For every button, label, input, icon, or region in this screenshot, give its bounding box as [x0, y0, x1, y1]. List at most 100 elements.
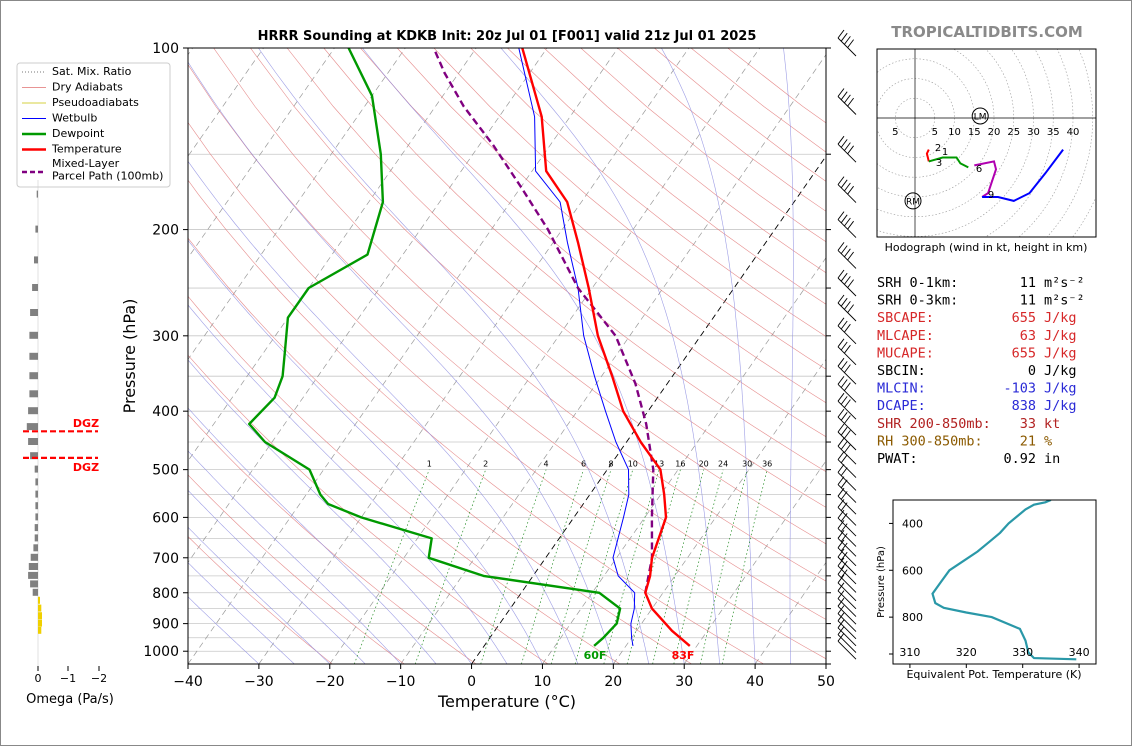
index-label: PWAT: [877, 451, 918, 467]
barb-feather [844, 344, 851, 354]
isotherm-line [825, 663, 826, 664]
isotherm-line [471, 155, 826, 664]
index-value: -103 [1003, 381, 1036, 397]
isotherm-line [188, 48, 406, 360]
chart-title: HRRR Sounding at KDKB Init: 20z Jul 01 [… [258, 29, 757, 44]
y-tick-label: 700 [152, 551, 179, 567]
profile-dewpoint [248, 48, 622, 647]
theta-e-frame [892, 499, 1097, 665]
omega-bar [29, 390, 38, 398]
omega-xlabel: Omega (Pa/s) [26, 692, 114, 707]
moist-adiabat [500, 48, 720, 664]
barb-feather [840, 441, 848, 450]
profile-mixed-layer-parcel-path-100mb- [432, 48, 655, 594]
wind-barb [837, 539, 857, 567]
isotherm-line [754, 561, 826, 664]
mixing-ratio-line [480, 469, 547, 664]
y-tick-label: 300 [152, 329, 179, 345]
barb-feather [840, 361, 848, 370]
wind-barb [837, 376, 857, 403]
index-unit: kt [1044, 416, 1060, 432]
wind-barb [837, 509, 857, 537]
barb-feather [837, 269, 845, 279]
barb-feather [840, 379, 848, 388]
wind-barb [837, 423, 857, 451]
y-tick-label: 400 [152, 404, 179, 420]
index-unit: J/kg [1044, 345, 1077, 361]
mixing-ratio-label: 4 [544, 460, 549, 469]
x-tick-label: −40 [173, 674, 203, 690]
theta-x-tick-label: 340 [1069, 646, 1090, 659]
wind-barb [837, 520, 857, 547]
dry-adiabat [188, 64, 826, 620]
dry-adiabat [507, 48, 826, 305]
wind-barb [837, 619, 857, 647]
omega-bar [35, 513, 38, 521]
hodograph-height-label: 3 [936, 158, 942, 169]
barb-feather [837, 499, 845, 508]
barb-feather [844, 444, 851, 453]
wind-barb [837, 548, 857, 576]
x-tick-label: 40 [746, 674, 764, 690]
wind-barb [837, 29, 857, 57]
moist-adiabat [258, 48, 650, 664]
wind-barb [837, 487, 857, 515]
index-label: DCAPE: [877, 398, 926, 414]
wind-barb [837, 605, 857, 632]
isotherm-line [683, 460, 826, 664]
hodograph-ring-label: 10 [948, 127, 961, 138]
barb-feather [837, 29, 845, 39]
wind-barb [837, 612, 857, 640]
mixing-ratio-line [550, 469, 612, 664]
wind-barb [837, 574, 857, 602]
barb-feather [840, 426, 848, 436]
wind-barb [837, 211, 857, 238]
omega-bar [35, 225, 38, 233]
barb-feather [840, 560, 848, 570]
moist-adiabat [188, 562, 295, 664]
barb-feather [840, 454, 848, 464]
theta-x-tick-label: 330 [1012, 646, 1033, 659]
hodograph-height-label: 2 [935, 143, 941, 154]
omega-tick-label: 0 [35, 672, 42, 685]
mixing-ratio-line [626, 469, 681, 664]
hodograph-height-label: 1 [942, 147, 948, 158]
barb-feather [837, 451, 845, 460]
barb-staff [837, 565, 857, 585]
wind-barb [837, 557, 857, 585]
omega-bar [34, 534, 38, 542]
omega-bar [35, 490, 38, 498]
wind-barb [837, 530, 857, 557]
mixing-ratio-label: 16 [675, 460, 685, 469]
mixing-ratio-label: 10 [628, 460, 638, 469]
mixing-ratio-line [673, 469, 724, 664]
barb-feather [837, 582, 845, 592]
barb-feather [844, 382, 851, 391]
moist-adiabat [661, 48, 756, 664]
moist-adiabat [188, 489, 366, 664]
mixing-ratio-line [521, 469, 584, 664]
isotherm-line [400, 54, 826, 664]
dry-adiabat [286, 48, 826, 508]
theta-e-trace [931, 500, 1077, 661]
legend-item: Mixed-Layer [52, 157, 120, 170]
y-tick-label: 100 [152, 41, 179, 57]
theta-x-tick-label: 310 [899, 646, 920, 659]
legend-item: Sat. Mix. Ratio [52, 65, 132, 78]
barb-feather [837, 242, 845, 251]
omega-bar [38, 604, 42, 612]
mixing-ratio-line [603, 469, 660, 664]
wind-barb [837, 476, 857, 503]
moist-adiabat [188, 526, 331, 664]
left-mover-marker [971, 107, 989, 125]
barb-feather [847, 220, 854, 230]
y-tick-label: 600 [152, 510, 179, 526]
legend-item: Temperature [51, 143, 122, 156]
barb-feather [840, 467, 848, 476]
wind-barb [837, 88, 857, 115]
index-unit: % [1044, 433, 1052, 449]
barb-feather [844, 364, 851, 373]
index-unit: J/kg [1044, 310, 1077, 326]
barb-feather [837, 357, 845, 367]
